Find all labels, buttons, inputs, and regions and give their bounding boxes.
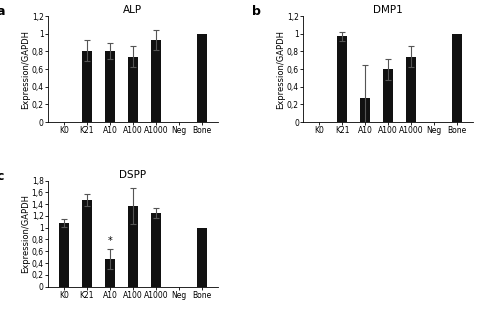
Text: a: a [0, 5, 5, 18]
Bar [196, 228, 207, 287]
Title: DSPP: DSPP [120, 170, 146, 180]
Text: c: c [0, 170, 4, 183]
Text: b: b [252, 5, 261, 18]
Bar [128, 206, 138, 287]
Bar [82, 200, 92, 287]
Bar [337, 36, 348, 122]
Text: *: * [108, 236, 112, 246]
Bar [452, 34, 462, 122]
Bar [82, 51, 92, 122]
Bar [128, 57, 138, 122]
Bar [105, 51, 115, 122]
Bar [406, 57, 416, 122]
Bar [151, 40, 161, 122]
Title: ALP: ALP [123, 5, 142, 15]
Bar [151, 213, 161, 287]
Bar [59, 223, 69, 287]
Y-axis label: Expression/GAPDH: Expression/GAPDH [21, 194, 30, 273]
Bar [105, 259, 115, 287]
Bar [360, 98, 370, 122]
Title: DMP1: DMP1 [373, 5, 403, 15]
Y-axis label: Expression/GAPDH: Expression/GAPDH [276, 30, 285, 109]
Y-axis label: Expression/GAPDH: Expression/GAPDH [21, 30, 30, 109]
Bar [196, 34, 207, 122]
Bar [383, 69, 393, 122]
